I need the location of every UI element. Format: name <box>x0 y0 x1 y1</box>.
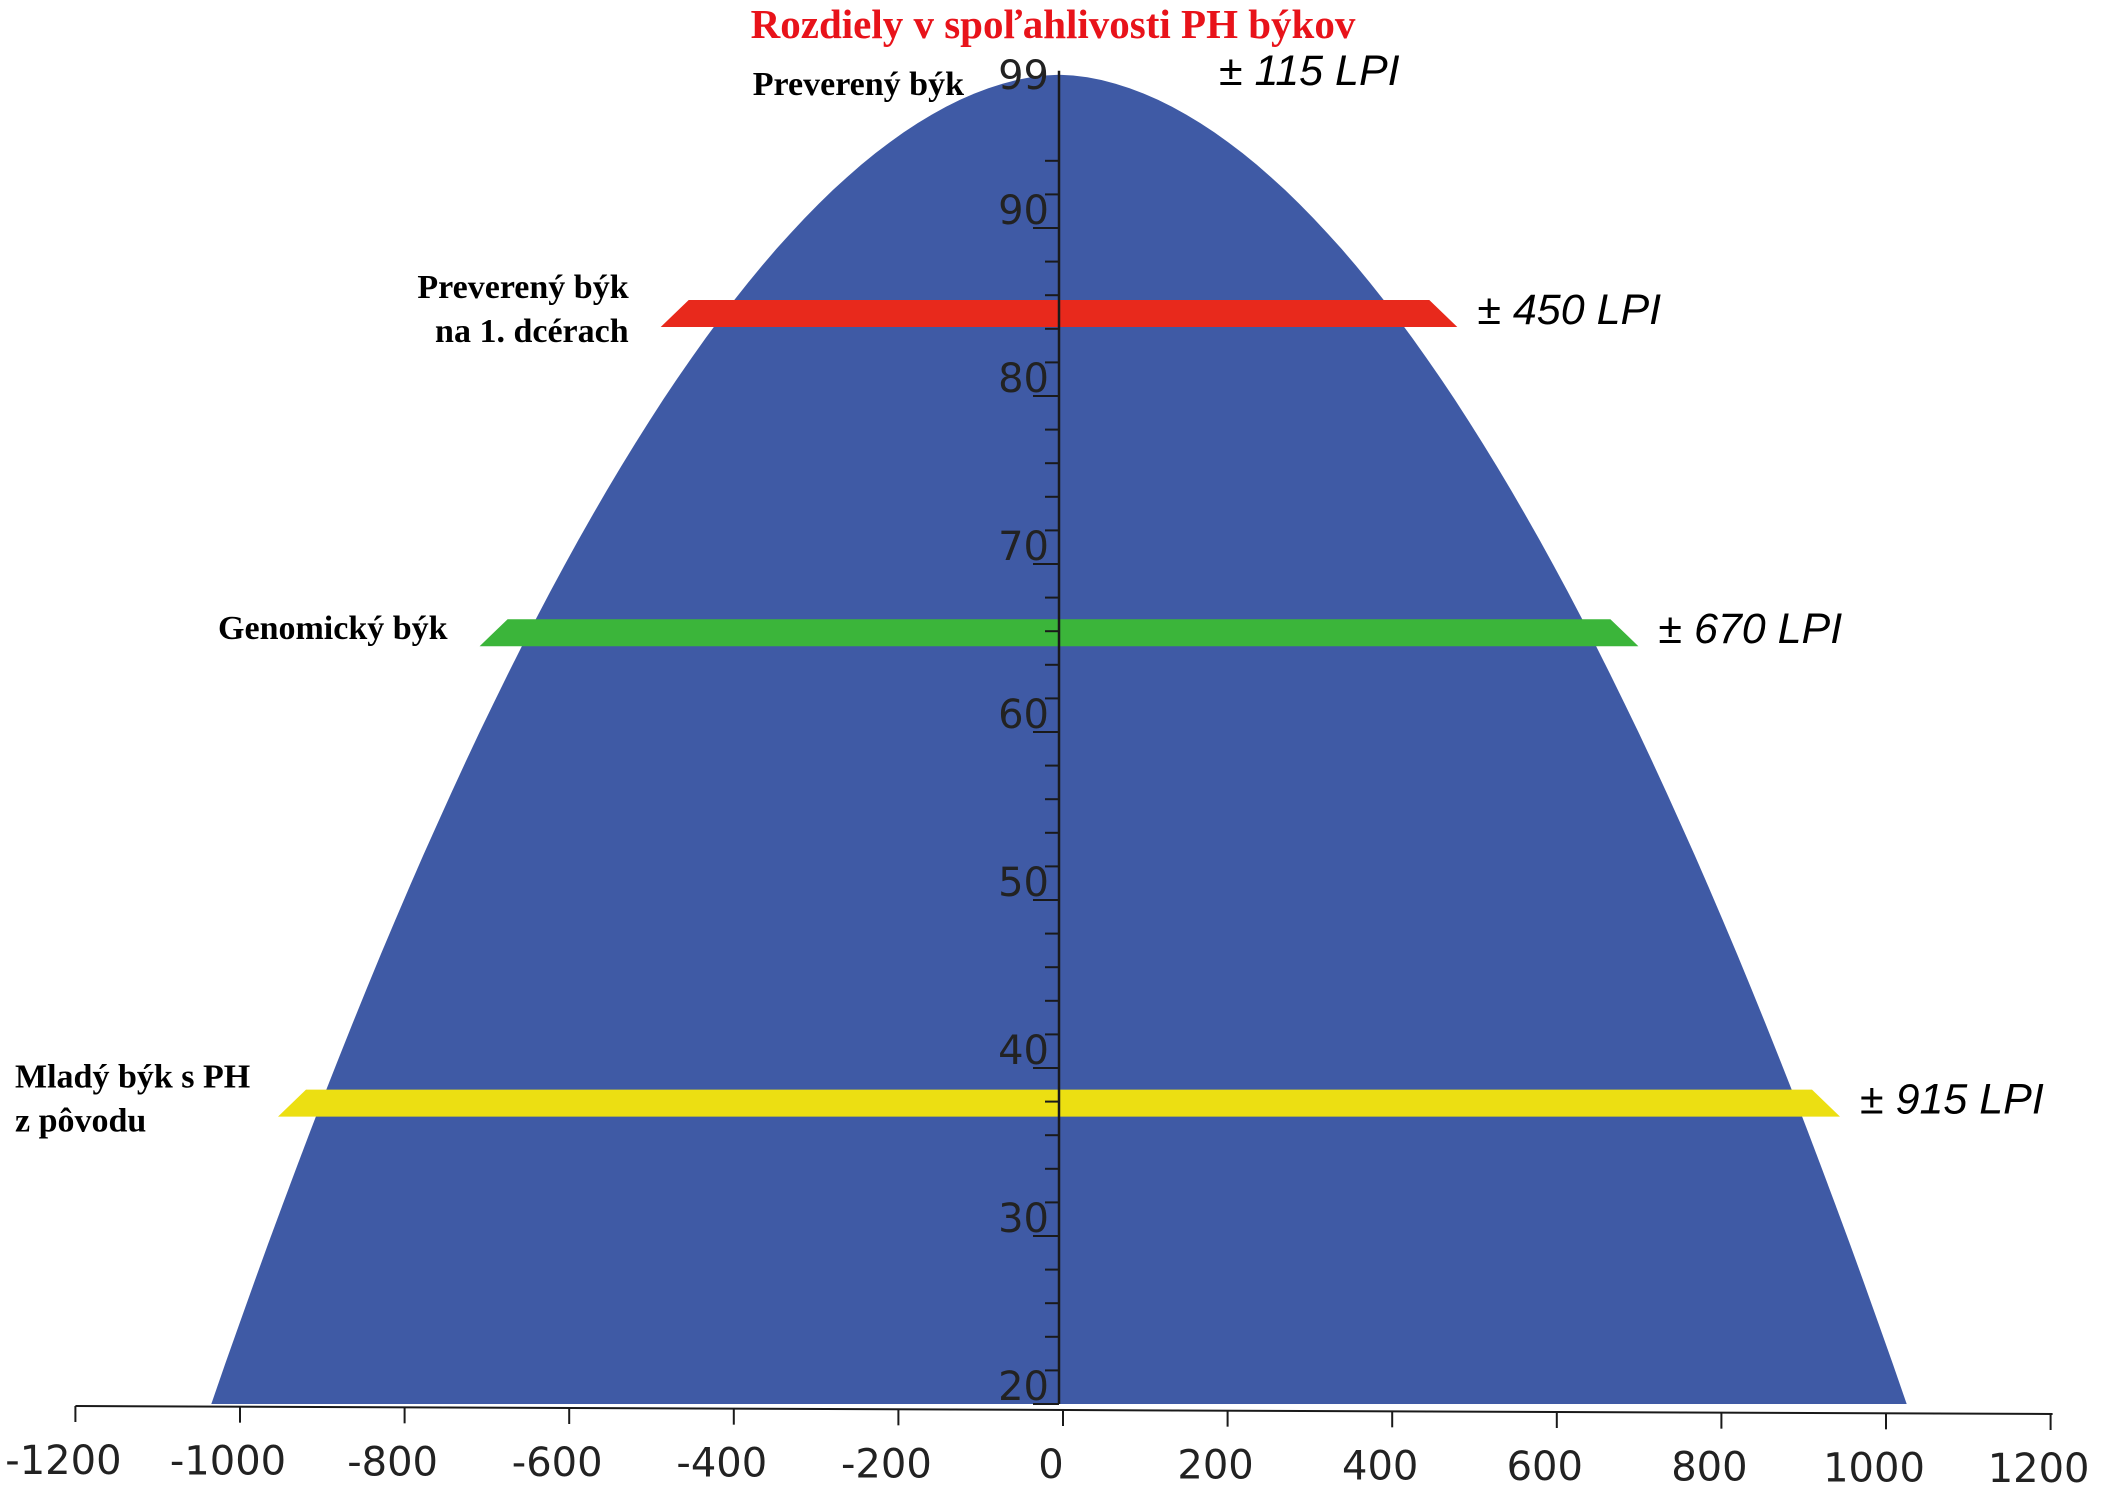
lpi-label-1: ± 450 LPI <box>1477 286 1661 334</box>
x-tick-label: -400 <box>676 1441 767 1487</box>
x-tick-label: 800 <box>1671 1445 1747 1491</box>
band-label-2-0: Genomický býk <box>218 610 448 647</box>
band-label-3-1: z pôvodu <box>15 1103 146 1140</box>
band-labels-layer: Preverený býk ± 115 LPI Preverený býk na 1.… <box>15 47 2044 1140</box>
y-tick-label: 99 <box>998 53 1049 99</box>
lpi-label-3: ± 915 LPI <box>1860 1076 2044 1124</box>
x-tick-label: 400 <box>1342 1443 1418 1489</box>
x-tick-label: -200 <box>841 1441 932 1487</box>
x-tick-label: 1000 <box>1823 1445 1925 1491</box>
x-tick-label: 0 <box>1038 1442 1063 1488</box>
x-tick-label: 200 <box>1177 1443 1253 1489</box>
lpi-label-0: ± 115 LPI <box>1219 47 1400 95</box>
y-tick-label: 90 <box>998 188 1049 234</box>
x-tick-label: -1000 <box>170 1439 286 1485</box>
y-tick-label: 60 <box>998 692 1049 738</box>
band-label-0-0: Preverený býk <box>753 66 964 103</box>
x-tick-label: -1200 <box>5 1438 121 1484</box>
y-tick-label: 40 <box>998 1028 1049 1074</box>
x-tick-label: -800 <box>347 1439 438 1485</box>
x-tick-label: 600 <box>1507 1444 1583 1490</box>
x-tick-label: 1200 <box>1988 1446 2090 1492</box>
x-tick-label: -600 <box>512 1440 603 1486</box>
lpi-label-2: ± 670 LPI <box>1658 605 1842 653</box>
band-label-1-0: Preverený býk <box>417 269 628 306</box>
band-label-3-0: Mladý býk s PH <box>15 1059 250 1096</box>
y-tick-label: 50 <box>998 860 1049 906</box>
band-label-1-1: na 1. dcérach <box>435 313 629 350</box>
y-tick-label: 70 <box>998 524 1049 570</box>
y-tick-label: 30 <box>998 1196 1049 1242</box>
y-tick-label: 20 <box>998 1364 1049 1410</box>
y-axis: 20 30 40 50 60 70 80 90 99 <box>998 53 1061 1410</box>
y-tick-label: 80 <box>998 356 1049 402</box>
x-axis: -1200 -1000 -800 -600 -400 -200 0 200 400 600 800 1… <box>5 1405 2090 1492</box>
chart-title: Rozdiely v spoľahlivosti PH býkov <box>751 1 1356 47</box>
